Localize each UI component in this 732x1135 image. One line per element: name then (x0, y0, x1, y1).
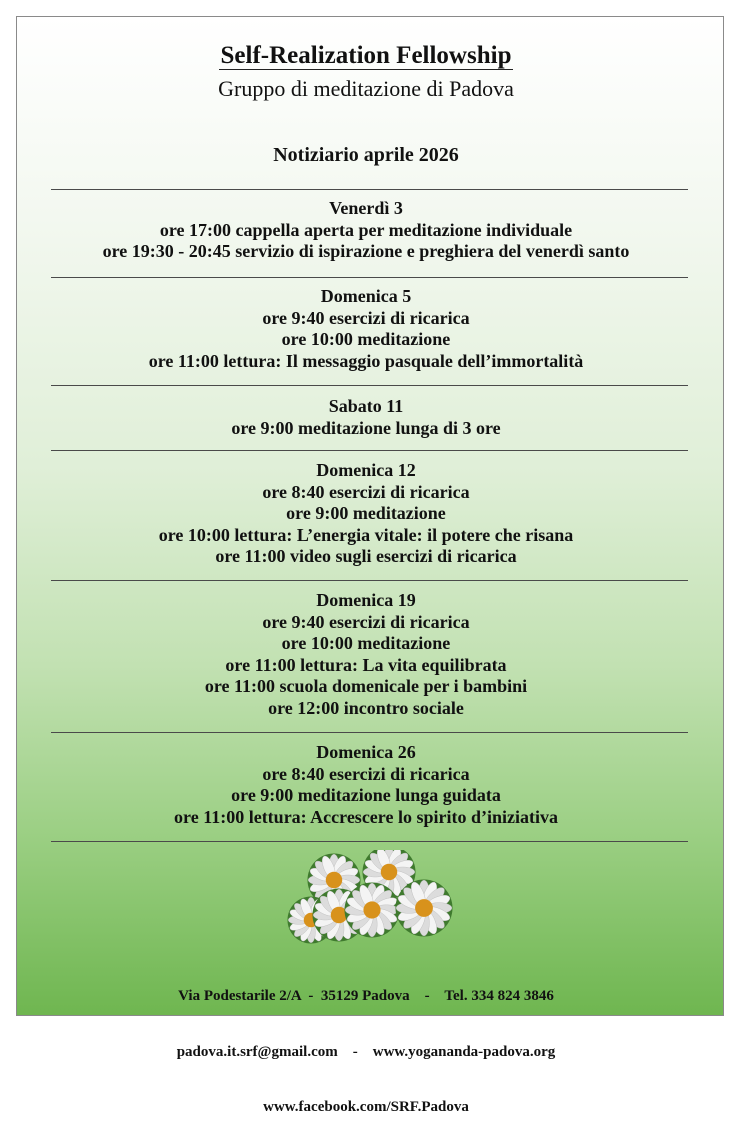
event-item: ore 11:00 scuola domenicale per i bambin… (204, 676, 528, 696)
divider (51, 277, 688, 278)
divider (51, 450, 688, 451)
event-item: ore 19:30 - 20:45 servizio di ispirazion… (102, 241, 630, 261)
page-subtitle: Gruppo di meditazione di Padova (218, 76, 514, 101)
divider (51, 385, 688, 386)
event-item: ore 9:00 meditazione (286, 503, 446, 523)
footer-address: Via Podestarile 2/A - 35129 Padova - Tel… (178, 988, 554, 1004)
event-item: ore 11:00 lettura: Accrescere lo spirito… (174, 806, 558, 827)
divider (51, 841, 688, 842)
day-section: Sabato 11 ore 9:00 meditazione lunga di 3… (0, 396, 732, 439)
day-section: Domenica 26 ore 8:40 esercizi di ricarica… (0, 742, 732, 828)
event-item: ore 11:00 lettura: La vita equilibrata (225, 654, 507, 675)
page-title: Self-Realization Fellowship (218, 42, 514, 70)
event-item: ore 9:40 esercizi di ricarica (262, 611, 470, 632)
daisy-icon (362, 850, 416, 899)
daisy-icon (395, 879, 453, 937)
event-item: ore 9:00 meditazione lunga di 3 ore (231, 417, 501, 438)
daisy-flowers-image (287, 850, 453, 944)
day-section: Venerdì 3 ore 17:00 cappella aperta per m… (0, 198, 732, 263)
event-item: ore 10:00 lettura: L’energia vitale: il … (158, 524, 574, 545)
day-heading: Sabato 11 (328, 396, 404, 416)
day-heading: Domenica 5 (320, 286, 412, 306)
footer-contacts[interactable]: padova.it.srf@gmail.com - www.yogananda-… (176, 1043, 556, 1060)
footer-facebook-link[interactable]: www.facebook.com/SRF.Padova (263, 1099, 469, 1115)
footer: Via Podestarile 2/A - 35129 Padova - Tel… (0, 950, 732, 1135)
issue-title: Notiziario aprile 2026 (273, 144, 459, 166)
divider (51, 580, 688, 581)
event-item: ore 10:00 meditazione (281, 329, 451, 349)
event-item: ore 8:40 esercizi di ricarica (262, 481, 470, 502)
event-item: ore 11:00 video sugli esercizi di ricari… (215, 546, 517, 566)
divider (51, 189, 688, 190)
day-section: Domenica 19 ore 9:40 esercizi di ricarica… (0, 590, 732, 719)
daisy-icon (344, 882, 400, 938)
divider (51, 732, 688, 733)
event-item: ore 17:00 cappella aperta per meditazion… (159, 219, 573, 240)
day-heading: Domenica 26 (316, 742, 416, 762)
day-heading: Domenica 19 (316, 590, 416, 610)
newsletter-page (16, 16, 724, 1016)
event-item: ore 9:40 esercizi di ricarica (262, 307, 470, 328)
event-item: ore 10:00 meditazione (281, 633, 451, 653)
day-heading: Venerdì 3 (329, 198, 403, 218)
day-section: Domenica 5 ore 9:40 esercizi di ricarica o… (0, 286, 732, 372)
event-item: ore 12:00 incontro sociale (268, 697, 464, 718)
event-item: ore 8:40 esercizi di ricarica (262, 763, 470, 784)
day-heading: Domenica 12 (316, 460, 416, 480)
event-item: ore 9:00 meditazione lunga guidata (231, 785, 501, 805)
day-section: Domenica 12 ore 8:40 esercizi di ricarica… (0, 460, 732, 568)
event-item: ore 11:00 lettura: Il messaggio pasquale… (148, 350, 584, 371)
